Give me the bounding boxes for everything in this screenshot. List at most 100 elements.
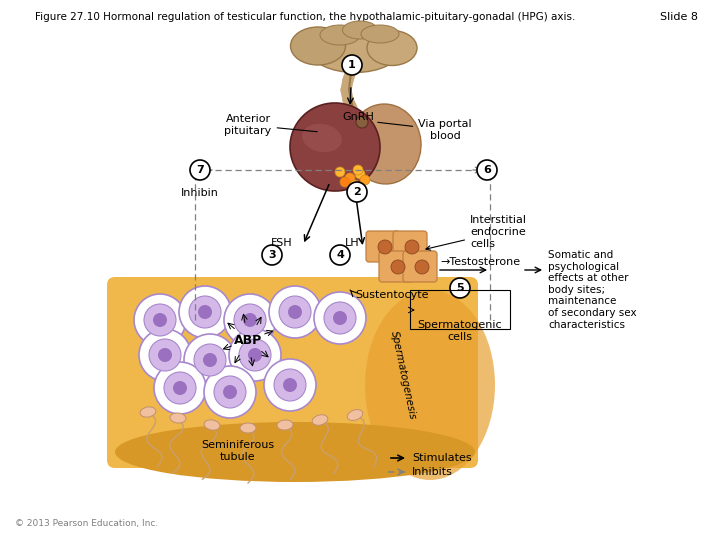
Text: Inhibin: Inhibin [181,188,219,198]
Circle shape [269,286,321,338]
Circle shape [190,160,210,180]
Circle shape [149,339,181,371]
Ellipse shape [277,420,293,430]
Text: GnRH: GnRH [342,112,374,122]
Ellipse shape [115,422,475,482]
Ellipse shape [367,30,417,65]
Circle shape [248,348,262,362]
Text: FSH: FSH [271,238,293,248]
Text: Anterior
pituitary: Anterior pituitary [225,114,318,136]
Circle shape [198,305,212,319]
Circle shape [203,353,217,367]
Ellipse shape [140,407,156,417]
Circle shape [450,278,470,298]
Circle shape [314,292,366,344]
Ellipse shape [320,25,360,45]
Circle shape [333,311,347,325]
Circle shape [229,329,281,381]
Circle shape [356,116,368,128]
Text: Spermatogenesis: Spermatogenesis [389,330,418,420]
Circle shape [158,348,172,362]
Circle shape [154,362,206,414]
Circle shape [224,294,276,346]
Ellipse shape [290,103,380,191]
Circle shape [223,385,237,399]
Text: 1: 1 [348,60,356,70]
Text: 4: 4 [336,250,344,260]
Circle shape [189,296,221,328]
Circle shape [335,167,345,177]
Circle shape [340,177,350,187]
Ellipse shape [347,409,363,421]
Circle shape [184,334,236,386]
Circle shape [345,173,355,183]
Circle shape [274,369,306,401]
Ellipse shape [170,413,186,423]
Circle shape [342,55,362,75]
Text: Stimulates: Stimulates [412,453,472,463]
Text: 6: 6 [483,165,491,175]
Circle shape [391,260,405,274]
Text: Inhibits: Inhibits [412,467,453,477]
Circle shape [288,305,302,319]
Ellipse shape [290,27,346,65]
Circle shape [347,182,367,202]
FancyBboxPatch shape [379,251,413,282]
Text: Somatic and
psychological
effects at other
body sites;
maintenance
of secondary : Somatic and psychological effects at oth… [548,250,636,329]
Circle shape [134,294,186,346]
Circle shape [234,304,266,336]
Circle shape [153,313,167,327]
Circle shape [477,160,497,180]
Circle shape [204,366,256,418]
Text: © 2013 Pearson Education, Inc.: © 2013 Pearson Education, Inc. [15,519,158,528]
Circle shape [350,180,360,190]
Circle shape [405,240,419,254]
FancyBboxPatch shape [403,251,437,282]
Text: 2: 2 [353,187,361,197]
Circle shape [243,313,257,327]
Circle shape [353,165,363,175]
Text: Spermatogenic
cells: Spermatogenic cells [418,320,503,342]
Circle shape [283,378,297,392]
Circle shape [415,260,429,274]
Circle shape [239,339,271,371]
Circle shape [139,329,191,381]
Ellipse shape [302,124,342,152]
Ellipse shape [240,423,256,433]
Circle shape [179,286,231,338]
Ellipse shape [310,28,400,72]
FancyBboxPatch shape [393,231,427,262]
Circle shape [264,359,316,411]
FancyBboxPatch shape [107,277,478,468]
Circle shape [214,376,246,408]
Ellipse shape [343,21,377,39]
Ellipse shape [361,25,399,43]
Circle shape [173,381,187,395]
FancyBboxPatch shape [366,231,400,262]
Text: Interstitial
endocrine
cells: Interstitial endocrine cells [426,215,527,250]
Circle shape [262,245,282,265]
Text: Figure 27.10 Hormonal regulation of testicular function, the hypothalamic-pituit: Figure 27.10 Hormonal regulation of test… [35,12,575,22]
Circle shape [144,304,176,336]
Text: LH: LH [345,238,359,248]
Circle shape [164,372,196,404]
Circle shape [279,296,311,328]
Text: 5: 5 [456,283,464,293]
Text: Seminiferous
tubule: Seminiferous tubule [202,440,274,462]
Circle shape [330,245,350,265]
Text: 7: 7 [196,165,204,175]
Ellipse shape [312,415,328,426]
Text: Sustentocyte: Sustentocyte [355,290,428,300]
Text: Slide 8: Slide 8 [660,12,698,22]
Text: ABP: ABP [234,334,262,347]
Text: →Testosterone: →Testosterone [440,257,520,267]
Text: 3: 3 [268,250,276,260]
Text: Via portal
blood: Via portal blood [378,119,472,141]
Circle shape [378,240,392,254]
Circle shape [360,175,370,185]
Ellipse shape [365,290,495,480]
Circle shape [355,169,365,179]
Ellipse shape [204,420,220,430]
Circle shape [324,302,356,334]
Circle shape [194,344,226,376]
